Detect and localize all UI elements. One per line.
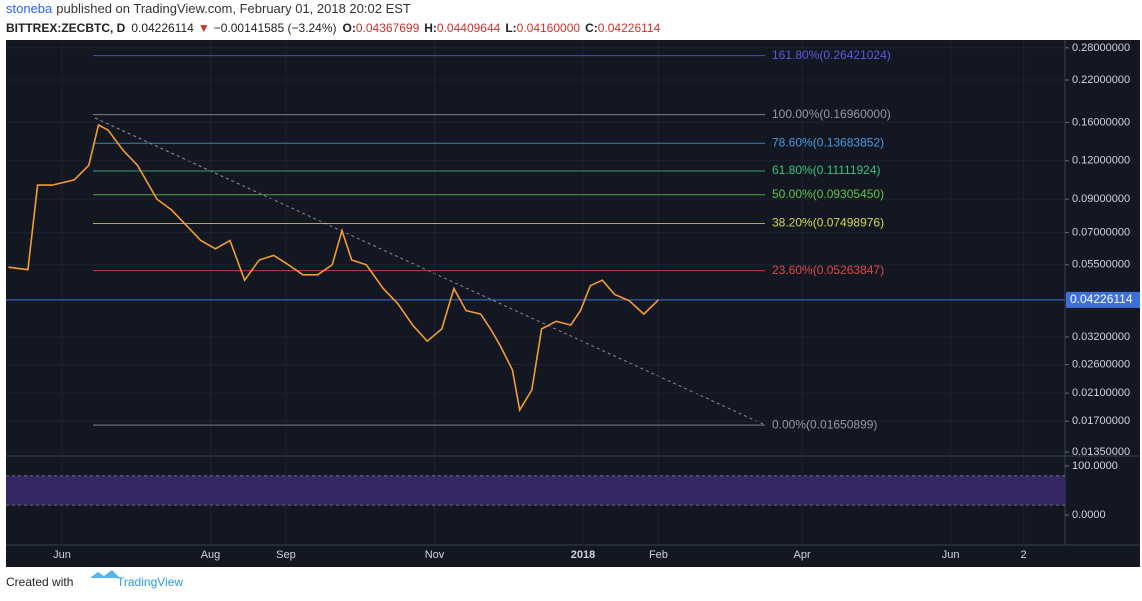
y-tick-label: 0.05500000 — [1072, 259, 1130, 271]
y-tick-label: 0.02100000 — [1072, 387, 1130, 399]
open: 0.04367699 — [356, 21, 420, 35]
arrow: ▼ — [198, 21, 210, 35]
symbol: BITTREX:ZECBTC, D — [6, 21, 126, 35]
oscillator-band — [6, 475, 1065, 506]
y-tick-label: 0.03200000 — [1072, 331, 1130, 343]
fib-label: 61.80%(0.11111924) — [772, 163, 881, 177]
open-label: O: — [343, 21, 356, 35]
fib-label: 50.00%(0.09305450) — [772, 187, 884, 201]
x-tick-label: Jun — [53, 549, 71, 561]
fib-label: 38.20%(0.07498976) — [772, 216, 884, 230]
publish-line: stoneba published on TradingView.com, Feb… — [6, 1, 411, 16]
y-tick-label: 0.28000000 — [1072, 42, 1130, 54]
change: −0.00141585 (−3.24%) — [214, 21, 337, 35]
fib-label: 78.60%(0.13683852) — [772, 135, 884, 149]
x-tick-label: Sep — [276, 549, 296, 561]
high-label: H: — [424, 21, 437, 35]
brand[interactable]: TradingView — [117, 575, 183, 589]
y-tick-label: 0.01700000 — [1072, 415, 1130, 427]
close: 0.04226114 — [598, 21, 661, 35]
y-tick-label: 0.07000000 — [1072, 227, 1130, 239]
y-tick-label: 0.01350000 — [1072, 446, 1130, 458]
x-tick-label: 2018 — [571, 549, 595, 561]
y-tick-label: 0.09000000 — [1072, 193, 1130, 205]
logo — [90, 570, 120, 578]
low: 0.04160000 — [517, 21, 581, 35]
ohlc-line: BITTREX:ZECBTC, D 0.04226114 ▼ −0.00141585 … — [6, 21, 661, 35]
created-with: Created with — [6, 575, 73, 589]
y-tick-label: 0.02600000 — [1072, 359, 1130, 371]
last-price-box — [1066, 291, 1140, 308]
x-tick-label: Nov — [425, 549, 445, 561]
last-price-label: 0.04226114 — [1070, 292, 1133, 306]
y-tick-label: 0.16000000 — [1072, 116, 1130, 128]
x-tick-label: 2 — [1021, 549, 1027, 561]
fib-label: 100.00%(0.16960000) — [772, 107, 891, 121]
plot-layer: 0.28000000 0.22000000 0.16000000 0.12000000… — [6, 40, 1140, 561]
x-tick-label: Jun — [942, 549, 960, 561]
last: 0.04226114 — [131, 21, 194, 35]
fib-label: 161.80%(0.26421024) — [772, 48, 891, 62]
price-line — [8, 123, 659, 413]
x-tick-label: Feb — [649, 549, 668, 561]
fib-label: 23.60%(0.05263847) — [772, 263, 884, 277]
fib-label: 0.00%(0.01650899) — [772, 417, 877, 431]
high: 0.04409644 — [437, 21, 501, 35]
y-tick-label: 0.0000 — [1072, 509, 1106, 521]
published: published on TradingView.com, February 0… — [56, 1, 411, 16]
author[interactable]: stoneba — [6, 1, 53, 16]
close-label: C: — [585, 21, 598, 35]
low-label: L: — [505, 21, 516, 35]
x-tick-label: Apr — [794, 549, 811, 561]
y-tick-label: 0.22000000 — [1072, 74, 1130, 86]
y-tick-label: 0.12000000 — [1072, 155, 1130, 167]
trend-line — [94, 117, 766, 426]
x-tick-label: Aug — [201, 549, 221, 561]
y-tick-label: 100.0000 — [1072, 460, 1118, 472]
